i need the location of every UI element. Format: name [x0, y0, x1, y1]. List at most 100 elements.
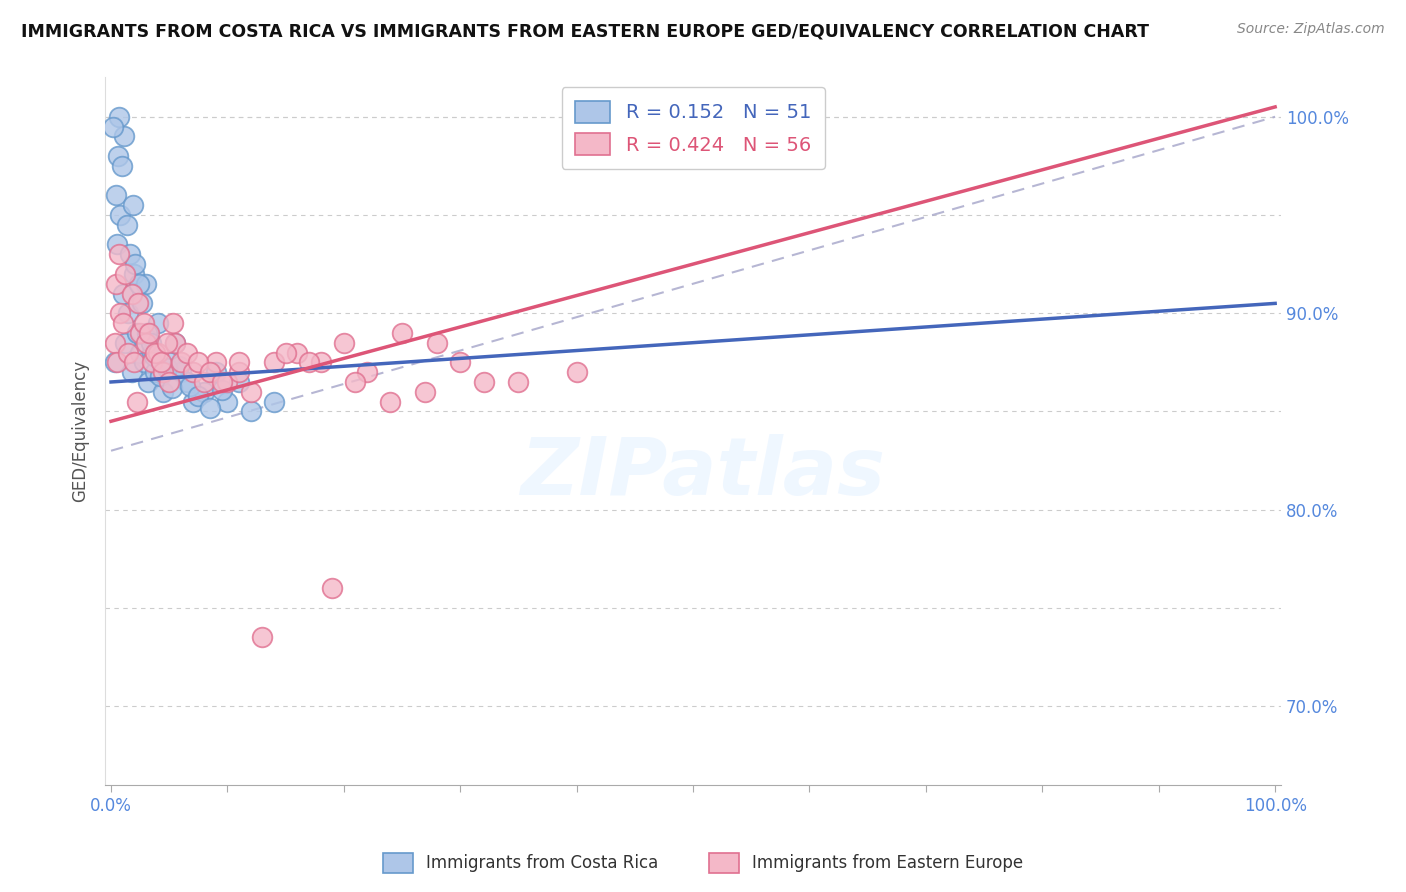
Point — [565, 365, 588, 379]
Point — [228, 355, 250, 369]
Point — [108, 110, 131, 124]
Point — [128, 277, 150, 291]
Point — [132, 316, 155, 330]
Point — [170, 365, 193, 379]
Point — [193, 384, 215, 399]
Point — [110, 306, 132, 320]
Point — [157, 375, 180, 389]
Point — [157, 355, 180, 369]
Point — [135, 335, 157, 350]
Legend: Immigrants from Costa Rica, Immigrants from Eastern Europe: Immigrants from Costa Rica, Immigrants f… — [377, 847, 1029, 880]
Point — [356, 365, 378, 379]
Point — [143, 350, 166, 364]
Point — [149, 369, 172, 384]
Point — [105, 355, 128, 369]
Point — [415, 384, 437, 399]
Point — [198, 401, 221, 415]
Point — [131, 296, 153, 310]
Point — [449, 355, 471, 369]
Point — [156, 335, 179, 350]
Point — [321, 582, 343, 596]
Point — [129, 345, 152, 359]
Point — [344, 375, 367, 389]
Point — [143, 345, 166, 359]
Point — [426, 335, 449, 350]
Point — [136, 375, 159, 389]
Point — [198, 365, 221, 379]
Point — [263, 355, 285, 369]
Point — [117, 345, 139, 359]
Point — [135, 277, 157, 291]
Point — [150, 355, 173, 369]
Point — [187, 355, 209, 369]
Point — [333, 335, 356, 350]
Point — [103, 120, 125, 134]
Point — [125, 326, 148, 340]
Point — [124, 355, 146, 369]
Text: Source: ZipAtlas.com: Source: ZipAtlas.com — [1237, 22, 1385, 37]
Point — [129, 326, 152, 340]
Point — [252, 631, 274, 645]
Point — [181, 394, 204, 409]
Point — [138, 326, 160, 340]
Point — [176, 375, 198, 389]
Point — [239, 384, 262, 399]
Point — [111, 316, 134, 330]
Point — [112, 129, 135, 144]
Point — [162, 316, 184, 330]
Point — [117, 306, 139, 320]
Point — [285, 345, 308, 359]
Point — [179, 379, 201, 393]
Point — [141, 355, 163, 369]
Point — [141, 345, 163, 359]
Point — [263, 394, 285, 409]
Point — [380, 394, 402, 409]
Point — [211, 383, 233, 397]
Point — [165, 335, 187, 350]
Point — [228, 365, 250, 379]
Point — [239, 404, 262, 418]
Y-axis label: GED/Equivalency: GED/Equivalency — [72, 360, 89, 502]
Point — [103, 335, 125, 350]
Point — [274, 345, 297, 359]
Point — [105, 237, 128, 252]
Point — [111, 286, 134, 301]
Point — [121, 286, 143, 301]
Point — [508, 375, 530, 389]
Point — [170, 355, 193, 369]
Point — [110, 159, 132, 173]
Point — [309, 355, 332, 369]
Text: ZIPatlas: ZIPatlas — [520, 434, 886, 512]
Point — [472, 375, 495, 389]
Point — [167, 359, 190, 374]
Point — [204, 355, 226, 369]
Point — [107, 149, 129, 163]
Point — [193, 375, 215, 389]
Point — [143, 365, 166, 379]
Point — [217, 394, 239, 409]
Point — [110, 208, 132, 222]
Point — [187, 389, 209, 403]
Point — [217, 375, 239, 389]
Point — [125, 394, 148, 409]
Point — [124, 267, 146, 281]
Point — [136, 326, 159, 340]
Point — [139, 335, 162, 350]
Point — [146, 316, 169, 330]
Point — [114, 335, 136, 350]
Point — [176, 345, 198, 359]
Point — [160, 381, 183, 395]
Point — [132, 355, 155, 369]
Text: IMMIGRANTS FROM COSTA RICA VS IMMIGRANTS FROM EASTERN EUROPE GED/EQUIVALENCY COR: IMMIGRANTS FROM COSTA RICA VS IMMIGRANTS… — [21, 22, 1149, 40]
Point — [104, 277, 127, 291]
Point — [103, 355, 125, 369]
Point — [204, 365, 226, 379]
Point — [152, 384, 174, 399]
Point — [122, 198, 145, 212]
Point — [118, 247, 141, 261]
Point — [117, 218, 139, 232]
Point — [146, 345, 169, 359]
Legend: R = 0.152   N = 51, R = 0.424   N = 56: R = 0.152 N = 51, R = 0.424 N = 56 — [561, 87, 825, 169]
Point — [391, 326, 413, 340]
Point — [211, 375, 233, 389]
